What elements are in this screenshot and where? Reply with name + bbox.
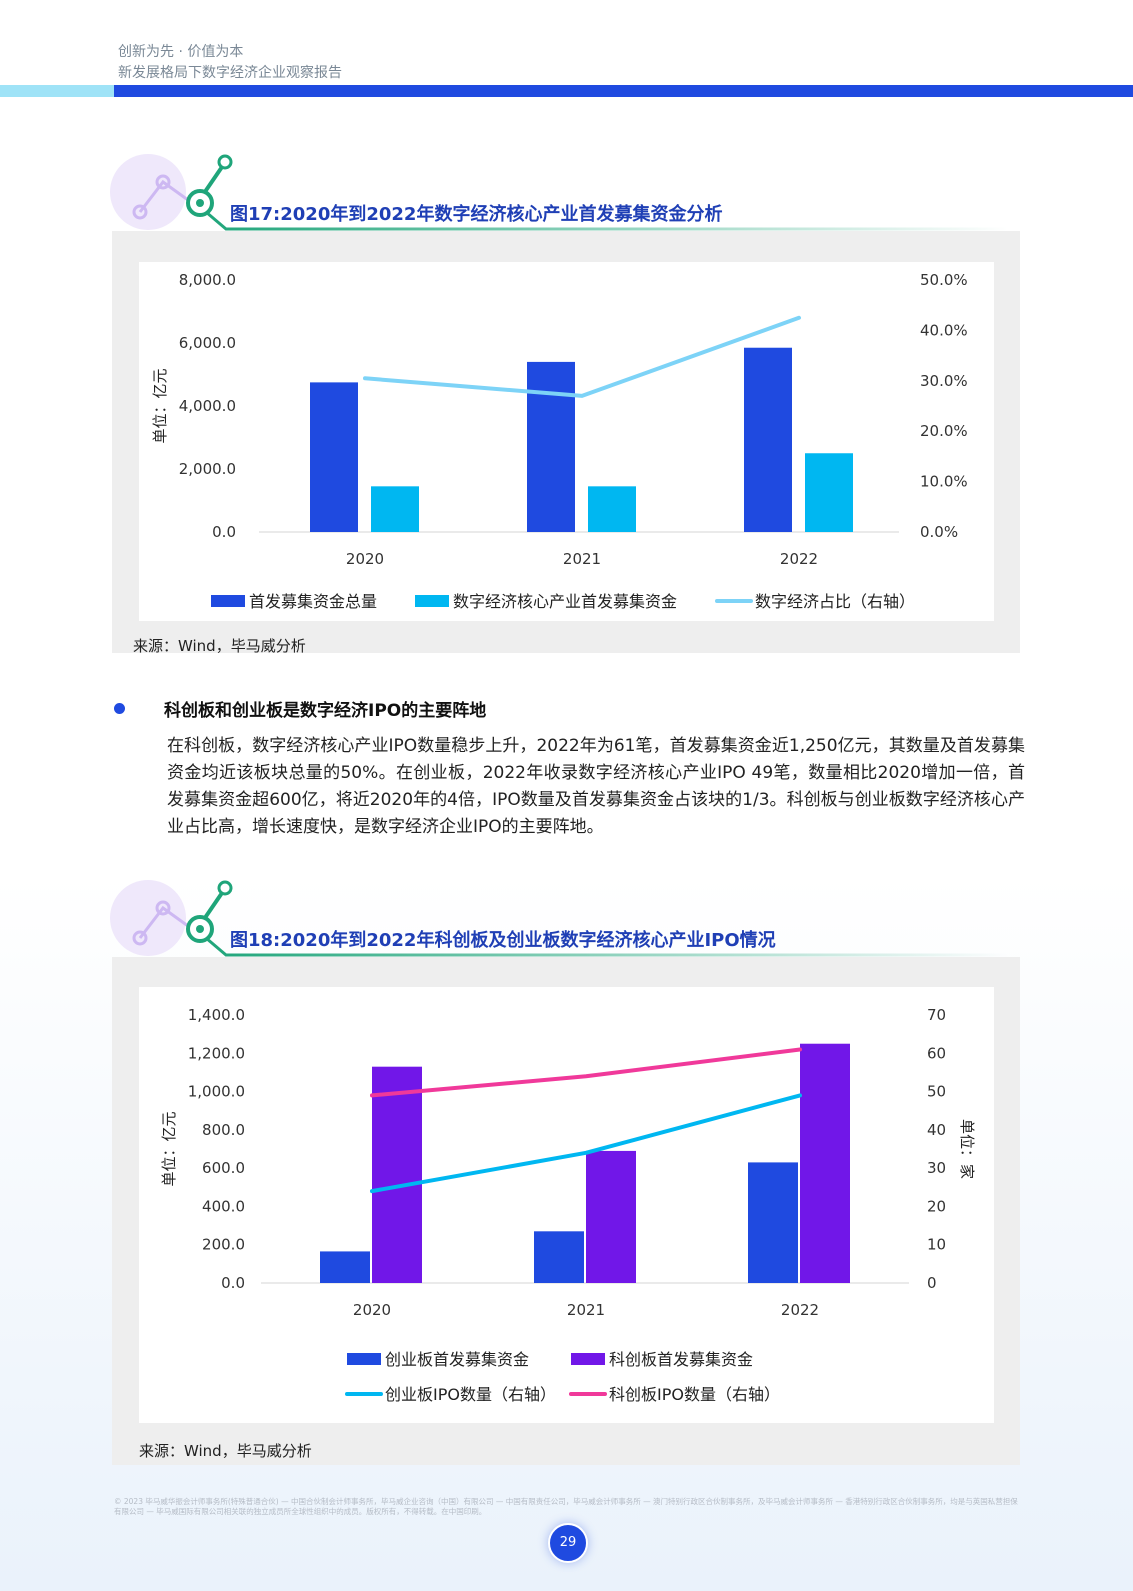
bar-2 — [805, 453, 853, 532]
legend-swatch — [347, 1353, 381, 1365]
y-tick-label: 8,000.0 — [179, 271, 236, 289]
figure18-source: 来源：Wind，毕马威分析 — [139, 1442, 312, 1460]
y2-tick-label: 40.0% — [920, 321, 968, 339]
y-tick-label: 600.0 — [202, 1159, 245, 1177]
y2-tick-label: 30.0% — [920, 372, 968, 390]
legend-swatch — [415, 595, 449, 607]
figure17-title: 图17:2020年到2022年数字经济核心产业首发募集资金分析 — [230, 204, 723, 225]
y2-tick-label: 20.0% — [920, 422, 968, 440]
bar-2 — [586, 1150, 636, 1283]
figure17-network-icon — [110, 154, 1008, 231]
legend-swatch — [211, 595, 245, 607]
bar-1 — [748, 1162, 798, 1283]
y-axis-label: 单位：亿元 — [151, 368, 169, 443]
y-axis-label: 单位：亿元 — [160, 1111, 178, 1186]
y-tick-label: 2,000.0 — [179, 460, 236, 478]
y2-tick-label: 70 — [927, 1006, 946, 1024]
chart18: 1,400.01,200.01,000.0800.0600.0400.0200.… — [160, 1006, 976, 1404]
bullet-dot — [114, 703, 125, 714]
header-accent-bar-dark — [114, 85, 1133, 97]
legend-label: 创业板首发募集资金 — [385, 1350, 529, 1369]
y-tick-label: 1,000.0 — [188, 1083, 245, 1101]
y2-axis-label: 单位：家 — [958, 1119, 976, 1179]
page-number: 29 — [548, 1523, 588, 1563]
y-tick-label: 1,400.0 — [188, 1006, 245, 1024]
report-title: 新发展格局下数字经济企业观察报告 — [118, 65, 342, 81]
line-series-1 — [370, 1093, 802, 1194]
y2-tick-label: 10 — [927, 1236, 946, 1254]
x-tick-label: 2021 — [567, 1301, 605, 1319]
line-series-2 — [370, 1047, 802, 1098]
section-paragraph: 在科创板，数字经济核心产业IPO数量稳步上升，2022年为61笔，首发募集资金近… — [167, 736, 1025, 837]
y2-tick-label: 40 — [927, 1121, 946, 1139]
y-tick-label: 400.0 — [202, 1197, 245, 1215]
header-accent-bar-light — [0, 85, 114, 97]
y2-tick-label: 0 — [927, 1274, 937, 1292]
y2-tick-label: 30 — [927, 1159, 946, 1177]
bar-1 — [320, 1251, 370, 1283]
figure18-plot-area — [139, 987, 994, 1423]
bar-1 — [534, 1231, 584, 1283]
y2-tick-label: 60 — [927, 1044, 946, 1062]
legend-label: 首发募集资金总量 — [249, 592, 377, 611]
x-tick-label: 2020 — [353, 1301, 391, 1319]
section-heading: 科创板和创业板是数字经济IPO的主要阵地 — [164, 701, 487, 721]
figure18-title: 图18:2020年到2022年科创板及创业板数字经济核心产业IPO情况 — [230, 930, 776, 951]
bar-2 — [588, 486, 636, 532]
legend-label: 创业板IPO数量（右轴） — [385, 1385, 556, 1404]
line-series-1 — [363, 315, 801, 398]
y2-tick-label: 50 — [927, 1083, 946, 1101]
x-tick-label: 2021 — [563, 550, 601, 568]
chart17: 8,000.0 6,000.0 4,000.0 2,000.0 0.0 50.0% 40.0… — [151, 271, 968, 611]
bar-1 — [744, 347, 792, 532]
legend-label: 科创板IPO数量（右轴） — [609, 1385, 780, 1404]
bar-1 — [310, 382, 358, 532]
y-tick-label: 6,000.0 — [179, 334, 236, 352]
y-tick-label: 0.0 — [212, 523, 236, 541]
x-tick-label: 2020 — [346, 550, 384, 568]
report-slogan: 创新为先 · 价值为本 — [118, 44, 244, 60]
y-tick-label: 200.0 — [202, 1236, 245, 1254]
y-tick-label: 4,000.0 — [179, 397, 236, 415]
legend-label: 数字经济核心产业首发募集资金 — [453, 592, 677, 611]
bar-2 — [800, 1043, 850, 1283]
bar-1 — [527, 361, 575, 532]
y2-tick-label: 0.0% — [920, 523, 958, 541]
figure17-source: 来源：Wind，毕马威分析 — [133, 637, 306, 655]
y2-tick-label: 20 — [927, 1197, 946, 1215]
legend-label: 科创板首发募集资金 — [609, 1350, 753, 1369]
bar-2 — [371, 486, 419, 532]
footer-legal-text: © 2023 毕马威华振会计师事务所(特殊普通合伙) — 中国合伙制会计师事务所… — [114, 1497, 1018, 1516]
y2-tick-label: 10.0% — [920, 473, 968, 491]
y-tick-label: 800.0 — [202, 1121, 245, 1139]
bar-2 — [372, 1066, 422, 1283]
y-tick-label: 1,200.0 — [188, 1044, 245, 1062]
x-tick-label: 2022 — [781, 1301, 819, 1319]
figure18-network-icon — [110, 880, 1008, 957]
legend-swatch — [571, 1353, 605, 1365]
y2-tick-label: 50.0% — [920, 271, 968, 289]
y-tick-label: 0.0 — [221, 1274, 245, 1292]
legend-label: 数字经济占比（右轴） — [755, 592, 915, 611]
x-tick-label: 2022 — [780, 550, 818, 568]
